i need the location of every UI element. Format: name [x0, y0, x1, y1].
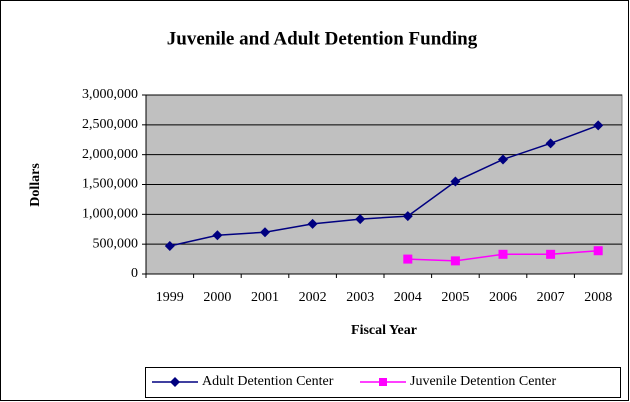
- x-tick-label: 2002: [299, 290, 327, 305]
- legend-marker: [170, 377, 180, 387]
- x-tick-label: 2000: [203, 290, 231, 305]
- y-tick-label: 2,000,000: [82, 147, 138, 162]
- data-point: [307, 218, 318, 229]
- data-point: [546, 249, 556, 259]
- data-point: [164, 240, 175, 251]
- y-tick-label: 1,000,000: [82, 207, 138, 222]
- data-point: [260, 227, 270, 238]
- data-point: [593, 246, 603, 256]
- data-point: [212, 230, 223, 241]
- x-tick-label: 2001: [251, 290, 279, 305]
- x-tick-label: 2004: [394, 290, 422, 305]
- y-tick-label: 1,500,000: [82, 177, 138, 192]
- y-tick-label: 2,500,000: [82, 117, 138, 132]
- data-point: [498, 154, 508, 165]
- legend-label: Adult Detention Center: [202, 374, 334, 389]
- data-point: [450, 176, 461, 187]
- y-tick-label: 0: [131, 266, 138, 281]
- legend-label: Juvenile Detention Center: [410, 374, 557, 389]
- x-tick-label: 2007: [537, 290, 565, 305]
- series-line: [169, 124, 599, 247]
- y-tick-label: 3,000,000: [82, 87, 138, 102]
- x-tick-label: 2005: [441, 290, 469, 305]
- x-tick-label: 1999: [156, 290, 184, 305]
- x-axis-label: Fiscal Year: [351, 323, 417, 338]
- data-point: [355, 214, 366, 225]
- data-point: [498, 249, 508, 259]
- data-point: [593, 120, 604, 131]
- data-point: [450, 256, 460, 266]
- y-axis-label: Dollars: [28, 163, 43, 207]
- data-point: [545, 138, 556, 149]
- data-point: [402, 211, 413, 222]
- x-tick-label: 2003: [346, 290, 374, 305]
- chart-title: Juvenile and Adult Detention Funding: [167, 28, 478, 49]
- data-point: [403, 254, 413, 264]
- legend-marker: [379, 378, 387, 386]
- x-tick-label: 2008: [584, 290, 612, 305]
- y-tick-label: 500,000: [93, 236, 139, 251]
- x-tick-label: 2006: [489, 290, 517, 305]
